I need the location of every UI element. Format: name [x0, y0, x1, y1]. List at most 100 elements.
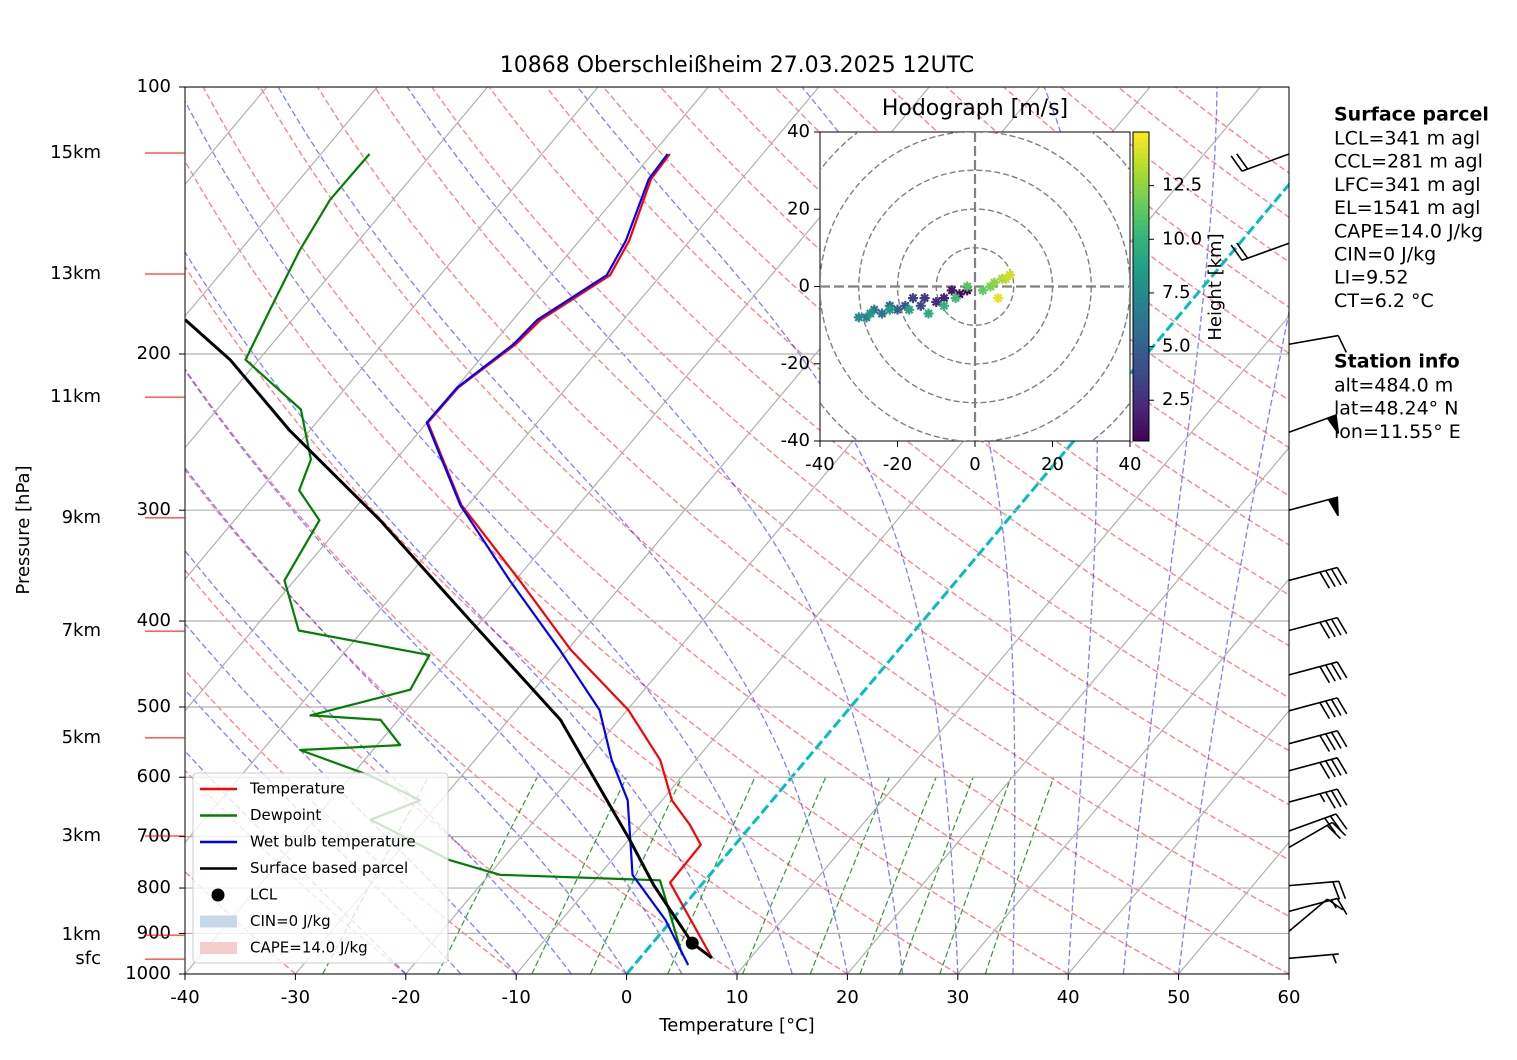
- hodograph-point: [908, 293, 918, 304]
- legend-swatch: [200, 915, 237, 928]
- x-tick-label: 10: [726, 987, 749, 1008]
- y-tick-label: -40: [781, 430, 810, 451]
- colorbar-segment: [1133, 214, 1149, 221]
- y-tick-label: 900: [137, 922, 171, 943]
- y-tick-label: -20: [781, 353, 810, 374]
- wind-barb: [1288, 729, 1348, 752]
- hodograph-point: [884, 304, 895, 315]
- colorbar-segment: [1133, 204, 1149, 210]
- colorbar-segment: [1133, 281, 1149, 287]
- colorbar-segment: [1133, 132, 1149, 138]
- y-tick-label: 0: [799, 276, 810, 297]
- colorbar-segment: [1133, 224, 1149, 231]
- hodograph-point: [977, 285, 988, 296]
- colorbar-segment: [1133, 152, 1149, 159]
- hodograph-point: [904, 304, 915, 315]
- colorbar-tick-label: 10.0: [1162, 228, 1202, 249]
- legend-label: CAPE=14.0 J/kg: [250, 939, 368, 957]
- moist-adiabat: [406, 87, 904, 974]
- legend-swatch: [200, 942, 237, 954]
- isotherm: [1067, 709, 1289, 974]
- info-line: CCL=281 m agl: [1334, 151, 1483, 173]
- isotherm: [185, 87, 599, 581]
- dry-adiabat: [374, 87, 1289, 861]
- x-tick-label: 40: [1057, 987, 1080, 1008]
- hodograph-point: [853, 312, 864, 323]
- colorbar-segment: [1133, 389, 1149, 396]
- legend-label: Dewpoint: [250, 806, 321, 824]
- mixing-ratio-line: [436, 776, 538, 974]
- info-title: Station info: [1334, 351, 1460, 373]
- hodograph-point: [923, 308, 934, 319]
- colorbar-segment: [1133, 404, 1149, 411]
- x-axis-label: Temperature [°C]: [658, 1015, 814, 1036]
- hodograph-grid: [820, 132, 1130, 441]
- colorbar-segment: [1133, 188, 1149, 195]
- info-line: CAPE=14.0 J/kg: [1334, 220, 1483, 242]
- hodograph-points: [853, 269, 1015, 323]
- colorbar-tick-label: 7.5: [1162, 282, 1191, 303]
- isotherm: [185, 87, 378, 318]
- legend-label: Temperature: [249, 780, 345, 798]
- y-tick-label: 800: [137, 877, 171, 898]
- colorbar-segment: [1133, 271, 1149, 277]
- freezing-isotherm: [625, 182, 1289, 974]
- legend-label: CIN=0 J/kg: [250, 912, 331, 930]
- hodograph-point: [985, 281, 996, 292]
- colorbar-segment: [1133, 425, 1149, 432]
- info-line: LI=9.52: [1334, 267, 1408, 289]
- info-line: alt=484.0 m: [1334, 375, 1453, 397]
- wind-barb: [1288, 898, 1344, 932]
- dry-adiabat: [259, 87, 1289, 974]
- colorbar-segment: [1133, 430, 1149, 437]
- height-label: 9km: [62, 507, 101, 528]
- legend-label: Surface based parcel: [250, 859, 408, 877]
- colorbar-segment: [1133, 162, 1149, 169]
- colorbar-segment: [1133, 178, 1149, 184]
- isotherm: [185, 87, 489, 449]
- isotherm: [957, 578, 1289, 974]
- height-label: 5km: [62, 727, 101, 748]
- y-tick-label: 300: [137, 499, 171, 520]
- wind-barb: [1288, 821, 1347, 849]
- colorbar-segment: [1133, 435, 1149, 442]
- y-axis-label: Pressure [hPa]: [13, 465, 34, 594]
- colorbar-tick-label: 12.5: [1162, 175, 1202, 196]
- hodograph-point: [954, 289, 965, 300]
- x-tick-label: 40: [1119, 454, 1142, 475]
- x-tick-label: -30: [281, 987, 310, 1008]
- colorbar-segment: [1133, 394, 1149, 401]
- colorbar-segment: [1133, 198, 1149, 205]
- dry-adiabat: [431, 87, 1289, 806]
- colorbar-segment: [1133, 399, 1149, 406]
- moist-adiabat: [185, 622, 517, 974]
- profile-line: [185, 318, 713, 960]
- chart-title: 10868 Oberschleißheim 27.03.2025 12UTC: [500, 53, 975, 78]
- colorbar-tick-label: 2.5: [1162, 389, 1191, 410]
- colorbar-label: Height [km]: [1205, 233, 1226, 340]
- y-tick-label: 20: [787, 198, 810, 219]
- height-label: 15km: [50, 142, 101, 163]
- x-tick-label: 20: [1041, 454, 1064, 475]
- colorbar-segment: [1133, 348, 1149, 354]
- colorbar-segment: [1133, 415, 1149, 421]
- y-tick-label: 400: [137, 610, 171, 631]
- colorbar-segment: [1133, 142, 1149, 148]
- y-tick-label: 100: [137, 76, 171, 97]
- info-line: lat=48.24° N: [1334, 398, 1458, 420]
- profiles: [185, 153, 713, 966]
- moist-adiabat: [1177, 308, 1289, 974]
- colorbar-segment: [1133, 193, 1149, 200]
- moist-adiabat: [185, 466, 628, 974]
- wind-barb: [1288, 813, 1348, 834]
- profile-line: [426, 153, 713, 959]
- hodograph-point: [915, 300, 926, 311]
- colorbar-segment: [1133, 307, 1149, 313]
- x-tick-label: 0: [621, 987, 632, 1008]
- info-line: LCL=341 m agl: [1334, 128, 1480, 150]
- dry-adiabat: [185, 265, 959, 974]
- wind-barb: [1288, 334, 1348, 353]
- colorbar-segment: [1133, 420, 1149, 427]
- moist-adiabat: [185, 99, 793, 974]
- lcl-marker: [685, 936, 699, 950]
